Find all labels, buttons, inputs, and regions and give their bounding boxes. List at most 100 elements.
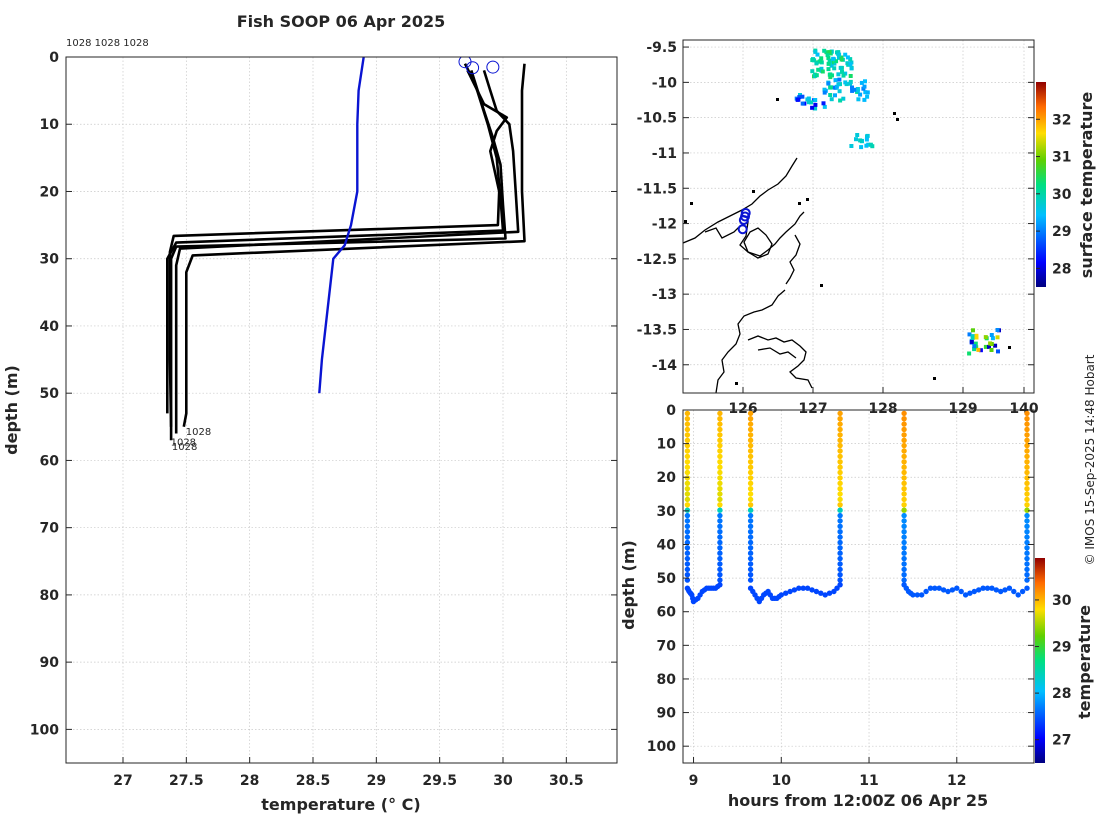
profile-ytick-label: 30: [40, 252, 60, 268]
map-ytick-label: -10.5: [637, 111, 677, 127]
section-ytick-label: 60: [657, 605, 677, 621]
section-point: [747, 523, 754, 529]
sst-pixel: [809, 100, 813, 105]
sst-pixel: [822, 87, 827, 92]
section-point: [747, 480, 754, 486]
sst-pixel: [822, 104, 827, 109]
island-dot: [735, 382, 738, 385]
section-point: [1024, 432, 1030, 438]
sst-pixel: [834, 84, 839, 89]
section-point: [747, 512, 754, 519]
sst-pixel: [858, 92, 863, 97]
section-point: [901, 534, 907, 540]
map-colorbar-label-tick: 30: [1052, 187, 1072, 203]
sst-pixel: [854, 137, 858, 142]
section-ytick-label: 0: [666, 403, 676, 419]
section-point: [940, 587, 947, 593]
section-point: [932, 585, 938, 591]
sst-pixel: [836, 55, 841, 60]
section-point: [837, 502, 843, 508]
section-point: [901, 448, 907, 454]
section-point: [684, 577, 691, 583]
sst-pixel: [806, 100, 811, 105]
sst-pixel: [969, 339, 974, 344]
sst-pixel: [967, 332, 972, 337]
section-point: [684, 475, 691, 481]
profile-ytick-label: 50: [40, 386, 60, 402]
section-point: [837, 480, 843, 486]
map-axes-frame: [682, 39, 1035, 394]
profile-ytick-label: 10: [40, 117, 60, 133]
sst-pixel: [812, 58, 817, 63]
sst-pixel: [800, 94, 805, 99]
section-panel: 9 10 11 12 0 10 20 30 40 50 60 70 80 90 100 hours from…: [619, 403, 1094, 810]
section-point: [747, 545, 754, 551]
section-point: [747, 534, 754, 540]
section-xtick-label: 11: [859, 773, 878, 789]
map-colorbar-label-tick: 29: [1052, 224, 1071, 240]
section-point: [1002, 587, 1008, 593]
sst-pixel: [848, 74, 853, 78]
section-point: [747, 453, 754, 460]
section-point: [837, 426, 843, 433]
section-point: [717, 572, 723, 578]
climatology-line: [318, 57, 365, 394]
header-labels: 1028 1028 1028: [66, 38, 149, 49]
sst-pixel: [855, 133, 860, 137]
track-marker: [740, 207, 751, 218]
section-point: [980, 585, 986, 591]
section-point: [901, 421, 907, 427]
section-point: [717, 469, 723, 476]
section-point: [949, 587, 956, 593]
profile-xtick-label: 27: [113, 773, 132, 789]
section-point: [717, 512, 723, 519]
section-point: [1024, 469, 1030, 476]
profile-ytick-label: 90: [40, 655, 60, 671]
section-colorbar-label: temperature: [1075, 605, 1094, 719]
profile-ytick-label: 60: [40, 453, 60, 469]
section-point: [684, 539, 691, 546]
island-dot: [776, 98, 779, 101]
section-point: [717, 459, 723, 465]
section-point: [901, 529, 907, 535]
section-point: [901, 512, 907, 519]
section-xtick-label: 9: [689, 773, 699, 789]
sst-pixel: [840, 69, 844, 74]
section-point: [837, 437, 843, 443]
section-point: [717, 529, 723, 535]
section-point: [1024, 566, 1030, 573]
sst-pixel: [816, 67, 821, 72]
section-point: [901, 442, 907, 449]
section-point: [1024, 464, 1030, 470]
map-xtick-label: 126: [728, 401, 757, 417]
section-colorbar-label-tick: 30: [1052, 593, 1072, 609]
profile-ylabel: depth (m): [2, 365, 21, 455]
section-point: [1015, 592, 1021, 598]
section-point: [684, 459, 691, 465]
section-point: [684, 507, 691, 513]
section-point: [971, 588, 977, 595]
sst-pixel: [996, 349, 1000, 354]
sst-pixel: [837, 77, 842, 82]
section-point: [717, 502, 723, 508]
section-point: [1024, 486, 1030, 492]
section-point: [717, 464, 723, 470]
section-point: [837, 432, 843, 438]
section-ytick-label: 50: [657, 571, 677, 587]
section-point: [901, 464, 907, 470]
section-point: [1024, 518, 1030, 524]
sst-pixel: [850, 85, 854, 90]
section-point: [837, 448, 843, 454]
map-ytick-label: -12: [652, 217, 677, 233]
sst-pixel: [832, 61, 837, 66]
section-point: [989, 585, 995, 591]
section-point: [837, 459, 843, 465]
section-ytick-label: 20: [657, 470, 677, 486]
section-point: [684, 534, 691, 540]
section-point: [717, 577, 723, 583]
sst-pixel: [993, 343, 998, 348]
sst-pixel: [862, 97, 867, 102]
section-point: [837, 518, 843, 524]
section-point: [1024, 496, 1030, 503]
sst-pixel: [848, 57, 853, 62]
